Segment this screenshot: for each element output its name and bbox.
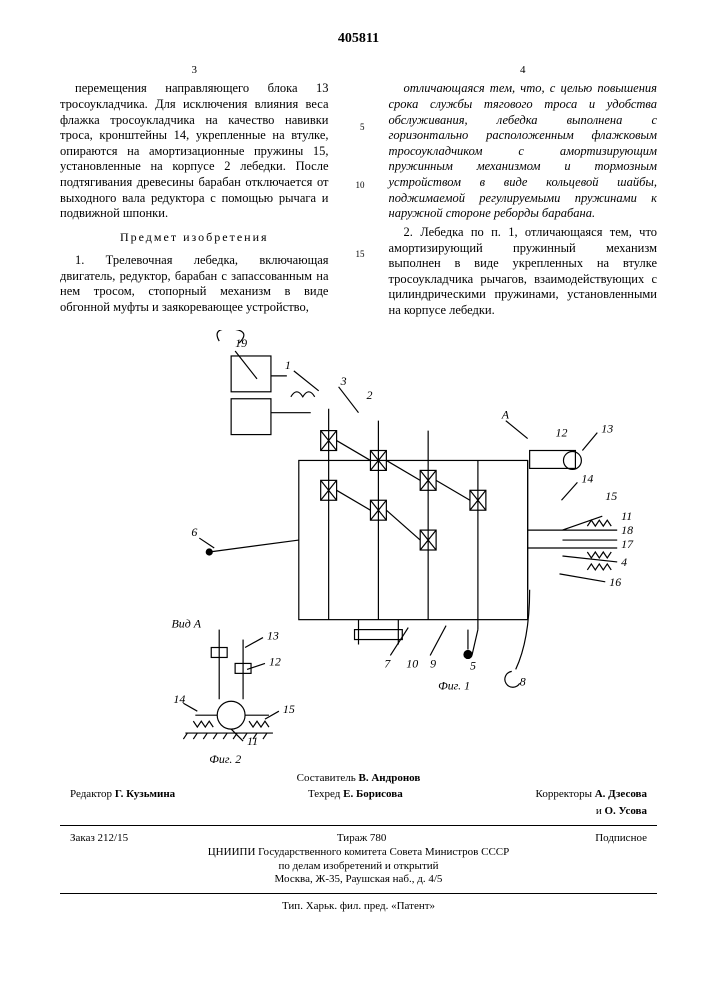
claim-1-cont: отличающаяся тем, что, с целью повышения… xyxy=(389,81,658,222)
credits-row: Редактор Г. Кузьмина Техред Е. Борисова … xyxy=(60,786,657,819)
ref-4: 4 xyxy=(621,555,627,569)
correctors: Корректоры А. Дзесова и О. Усова xyxy=(536,786,647,819)
text-columns: 3 перемещения направляющего блока 13 тро… xyxy=(60,64,657,322)
credits-block: Составитель В. Андронов Редактор Г. Кузь… xyxy=(60,770,657,820)
ref-9: 9 xyxy=(430,656,436,670)
ref-17: 17 xyxy=(621,537,634,551)
order-no: Заказ 212/15 xyxy=(70,832,128,846)
line-mark-10: 10 xyxy=(356,180,365,191)
fig1-label: Фиг. 1 xyxy=(438,678,470,692)
ref-12: 12 xyxy=(556,425,568,439)
right-column: 4 отличающаяся тем, что, с целью повышен… xyxy=(389,64,658,322)
tech: Техред Е. Борисова xyxy=(308,786,403,819)
ref-16: 16 xyxy=(609,574,621,588)
publisher-2: по делам изобретений и открытий xyxy=(60,860,657,874)
ref-13: 13 xyxy=(601,421,613,435)
subject-title: Предмет изобретения xyxy=(60,230,329,245)
ref2-14: 14 xyxy=(173,692,185,706)
ref-7: 7 xyxy=(384,656,391,670)
para-1: перемещения направляющего блока 13 тросо… xyxy=(60,81,329,222)
ref-19: 19 xyxy=(235,336,247,350)
ref-A: A xyxy=(501,407,510,421)
col-num-right: 4 xyxy=(389,64,658,78)
ref-18: 18 xyxy=(621,523,633,537)
footer-block: Заказ 212/15 Тираж 780 Подписное ЦНИИПИ … xyxy=(60,832,657,887)
fig2-label: Фиг. 2 xyxy=(209,752,241,766)
ref-3: 3 xyxy=(340,373,347,387)
line-mark-5: 5 xyxy=(360,122,365,133)
view-a-label: Вид А xyxy=(171,616,201,630)
publisher-1: ЦНИИПИ Государственного комитета Совета … xyxy=(60,846,657,860)
ref-1: 1 xyxy=(285,358,291,372)
ref2-13: 13 xyxy=(267,628,279,642)
figure-svg: 19 1 3 2 6 A 12 13 14 15 11 18 17 4 16 7… xyxy=(60,330,657,770)
line-number-gutter: 5 10 15 xyxy=(353,64,365,322)
ref2-11: 11 xyxy=(247,734,258,748)
ref-5: 5 xyxy=(470,658,476,672)
ref-14: 14 xyxy=(581,471,593,485)
editor: Редактор Г. Кузьмина xyxy=(70,786,175,819)
left-column: 3 перемещения направляющего блока 13 тро… xyxy=(60,64,329,322)
footer-row-1: Заказ 212/15 Тираж 780 Подписное xyxy=(60,832,657,846)
ref-11: 11 xyxy=(621,509,632,523)
claim-1: 1. Трелевочная лебедка, включающая двига… xyxy=(60,253,329,316)
ref-2: 2 xyxy=(366,387,372,401)
patent-page: 405811 3 перемещения направляющего блока… xyxy=(0,0,707,1000)
divider-1 xyxy=(60,825,657,826)
col-num-left: 3 xyxy=(60,64,329,78)
author-line: Составитель В. Андронов xyxy=(60,770,657,787)
divider-2 xyxy=(60,893,657,894)
circulation: Тираж 780 xyxy=(337,832,387,846)
line-mark-15: 15 xyxy=(356,249,365,260)
publisher-3: Москва, Ж-35, Раушская наб., д. 4/5 xyxy=(60,873,657,887)
ref2-12: 12 xyxy=(269,654,281,668)
ref-8: 8 xyxy=(520,674,526,688)
ref-6: 6 xyxy=(191,525,197,539)
ref-15: 15 xyxy=(605,489,617,503)
ref-10: 10 xyxy=(406,656,418,670)
claim-2: 2. Лебедка по п. 1, отличающаяся тем, чт… xyxy=(389,225,658,319)
ref2-15: 15 xyxy=(283,702,295,716)
figures: 19 1 3 2 6 A 12 13 14 15 11 18 17 4 16 7… xyxy=(60,330,657,770)
patent-number: 405811 xyxy=(60,30,657,48)
signed: Подписное xyxy=(595,832,647,846)
printer-line: Тип. Харьк. фил. пред. «Патент» xyxy=(60,900,657,914)
